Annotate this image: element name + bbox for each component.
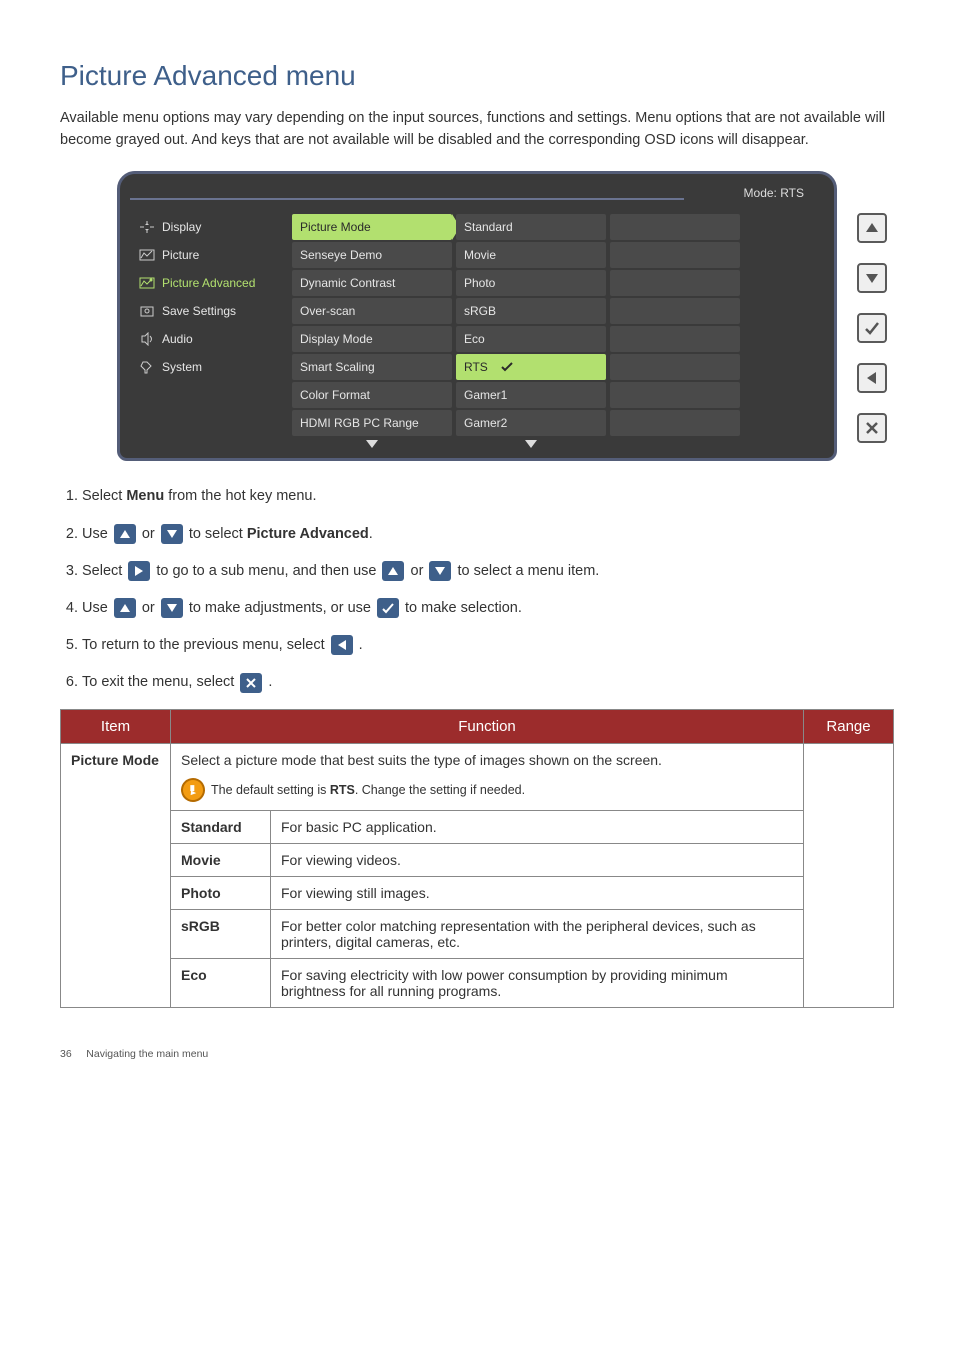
check-icon — [377, 598, 399, 618]
step-4: Use or to make adjustments, or use to ma… — [82, 597, 894, 620]
osd-submenu-item[interactable]: Color Format — [292, 382, 452, 408]
osd-submenu-item[interactable]: HDMI RGB PC Range — [292, 410, 452, 436]
osd-category-item[interactable]: Save Settings — [130, 298, 288, 324]
page-footer: 36 Navigating the main menu — [60, 1048, 894, 1060]
up-icon — [382, 561, 404, 581]
osd-button-rail — [857, 213, 887, 443]
category-icon — [138, 276, 156, 290]
osd-submenu-item[interactable]: Smart Scaling — [292, 354, 452, 380]
table-row: sRGBFor better color matching representa… — [61, 910, 894, 959]
osd-submenu-item[interactable]: Over-scan — [292, 298, 452, 324]
table-row: MovieFor viewing videos. — [61, 844, 894, 877]
col-item: Item — [61, 710, 171, 744]
nav-up-button[interactable] — [857, 213, 887, 243]
down-icon — [161, 524, 183, 544]
osd-option-item[interactable]: Gamer1 — [456, 382, 606, 408]
osd-category-item[interactable]: Picture — [130, 242, 288, 268]
osd-category-item[interactable]: Display — [130, 214, 288, 240]
osd-submenu-item[interactable]: Dynamic Contrast — [292, 270, 452, 296]
osd-option-item[interactable]: RTS — [456, 354, 606, 380]
up-icon — [114, 524, 136, 544]
up-icon — [114, 598, 136, 618]
category-icon — [138, 248, 156, 262]
nav-exit-button[interactable] — [857, 413, 887, 443]
picture-mode-desc: Select a picture mode that best suits th… — [181, 752, 662, 768]
osd-screenshot: Mode: RTS DisplayPicturePicture Advanced… — [117, 171, 837, 461]
osd-option-item[interactable]: Eco — [456, 326, 606, 352]
table-row: StandardFor basic PC application. — [61, 811, 894, 844]
step-1: Select Menu from the hot key menu. — [82, 485, 894, 508]
osd-option-item[interactable]: sRGB — [456, 298, 606, 324]
nav-ok-button[interactable] — [857, 313, 887, 343]
picture-mode-table: Item Function Range Picture Mode Select … — [60, 709, 894, 1008]
table-row: PhotoFor viewing still images. — [61, 877, 894, 910]
osd-option-item[interactable]: Gamer2 — [456, 410, 606, 436]
osd-option-item[interactable]: Standard — [456, 214, 606, 240]
down-icon — [161, 598, 183, 618]
down-icon — [429, 561, 451, 581]
step-3: Select to go to a sub menu, and then use… — [82, 560, 894, 583]
close-icon — [240, 673, 262, 693]
table-row: EcoFor saving electricity with low power… — [61, 959, 894, 1008]
step-2: Use or to select Picture Advanced. — [82, 523, 894, 546]
intro-text: Available menu options may vary dependin… — [60, 107, 894, 152]
category-icon — [138, 304, 156, 318]
col-range: Range — [804, 710, 894, 744]
right-icon — [128, 561, 150, 581]
osd-submenu-item[interactable]: Display Mode — [292, 326, 452, 352]
category-icon — [138, 332, 156, 346]
nav-down-button[interactable] — [857, 263, 887, 293]
osd-category-item[interactable]: Audio — [130, 326, 288, 352]
osd-category-item[interactable]: System — [130, 354, 288, 380]
category-icon — [138, 360, 156, 374]
item-picture-mode: Picture Mode — [61, 744, 171, 1008]
col-function: Function — [171, 710, 804, 744]
more-down-icon — [525, 440, 537, 450]
category-icon — [138, 220, 156, 234]
nav-back-button[interactable] — [857, 363, 887, 393]
more-down-icon — [366, 440, 378, 450]
note-row: The default setting is RTS. Change the s… — [181, 778, 793, 802]
pencil-note-icon — [178, 775, 209, 806]
osd-option-item[interactable]: Photo — [456, 270, 606, 296]
left-icon — [331, 635, 353, 655]
osd-submenu-item[interactable]: Picture Mode — [292, 214, 452, 240]
steps-list: Select Menu from the hot key menu. Use o… — [60, 485, 894, 694]
step-5: To return to the previous menu, select . — [82, 634, 894, 657]
osd-category-item[interactable]: Picture Advanced — [130, 270, 288, 296]
step-6: To exit the menu, select . — [82, 671, 894, 694]
page-title: Picture Advanced menu — [60, 60, 894, 92]
osd-mode-label: Mode: RTS — [744, 186, 804, 200]
osd-option-item[interactable]: Movie — [456, 242, 606, 268]
osd-submenu-item[interactable]: Senseye Demo — [292, 242, 452, 268]
